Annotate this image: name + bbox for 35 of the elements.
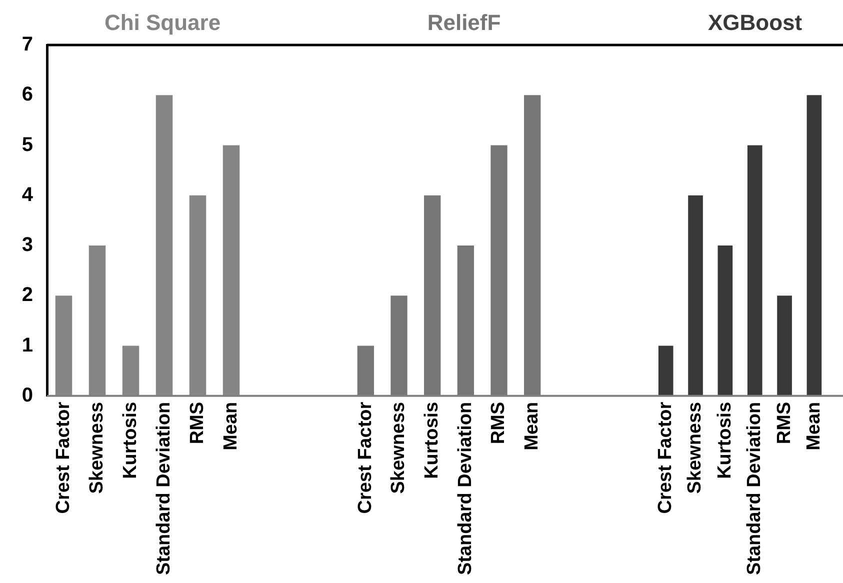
x-tick-label: Skewness <box>684 402 706 494</box>
x-tick-label: Mean <box>220 402 242 450</box>
x-tick-label: Standard Deviation <box>744 402 766 576</box>
y-tick-label: 0 <box>22 384 33 406</box>
y-tick-label: 7 <box>22 34 33 56</box>
x-tick-label: Standard Deviation <box>153 402 174 576</box>
x-tick-label: Kurtosis <box>422 402 443 479</box>
bar <box>658 346 674 396</box>
bar <box>718 245 733 396</box>
x-tick-label: Standard Deviation <box>454 402 476 576</box>
x-tick-label: Mean <box>803 402 824 450</box>
x-tick-label: Crest Factor <box>655 401 676 514</box>
bar <box>688 195 703 396</box>
y-tick-label: 3 <box>22 234 33 256</box>
x-tick-label: RMS <box>774 402 795 444</box>
y-tick-label: 1 <box>22 334 33 356</box>
x-tick-label: Crest Factor <box>354 401 376 514</box>
bar <box>747 145 762 396</box>
x-tick-label: RMS <box>186 402 208 444</box>
x-tick-label: Skewness <box>388 402 410 494</box>
x-tick-label: Kurtosis <box>120 402 141 479</box>
chart-title: ReliefF <box>427 10 501 36</box>
bar <box>806 95 822 396</box>
bar <box>777 296 792 396</box>
x-tick-label: RMS <box>488 402 510 444</box>
x-tick-label: Skewness <box>86 402 108 494</box>
chart-title: Chi Square <box>104 10 221 36</box>
y-tick-label: 6 <box>22 84 33 106</box>
y-tick-label: 5 <box>22 134 33 156</box>
x-tick-label: Crest Factor <box>52 401 74 514</box>
x-tick-label: Mean <box>522 402 543 450</box>
y-tick-label: 4 <box>22 184 34 206</box>
y-tick-label: 2 <box>22 284 33 306</box>
x-tick-label: Kurtosis <box>714 402 736 479</box>
chart-title: XGBoost <box>708 10 803 36</box>
